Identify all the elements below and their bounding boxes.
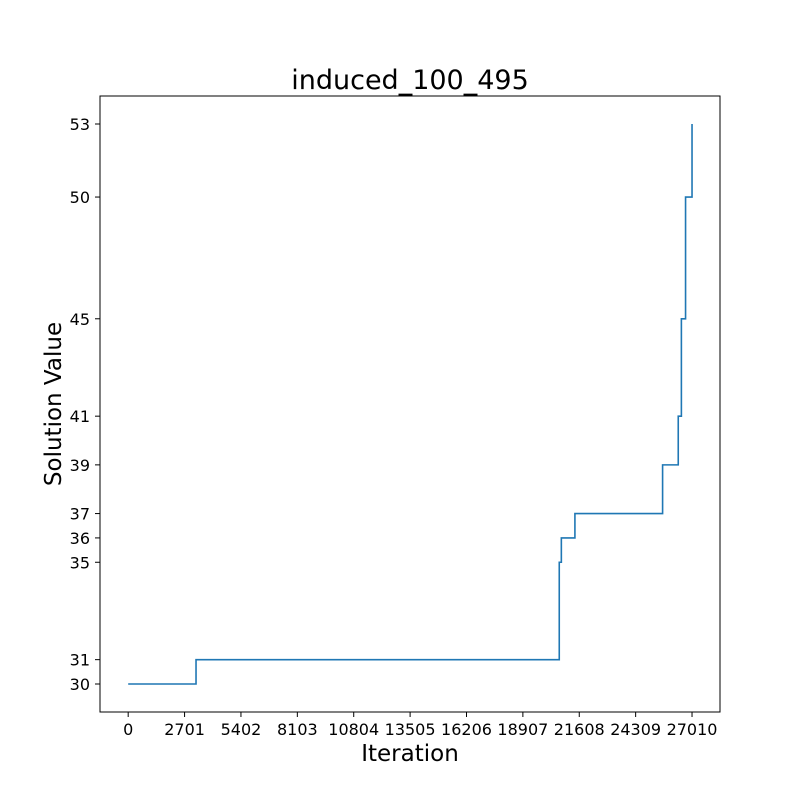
plot-layer: 0 2701 5402 8103 10804 13505 16206 18907 21608 24… — [70, 95, 721, 739]
y-tick-label: 31 — [70, 651, 90, 670]
y-tick-label: 39 — [70, 456, 90, 475]
x-tick-label: 10804 — [328, 720, 379, 739]
x-tick-label: 8103 — [277, 720, 318, 739]
x-axis-label: Iteration — [361, 741, 459, 767]
y-tick-label: 53 — [70, 115, 90, 134]
solution-step-line — [128, 124, 693, 685]
x-tick-label: 16206 — [441, 720, 492, 739]
y-tick-label: 36 — [70, 529, 90, 548]
y-axis-label: Solution Value — [41, 322, 67, 486]
chart-title: induced_100_495 — [291, 65, 529, 96]
y-tick-label: 41 — [70, 407, 90, 426]
x-tick-label: 21608 — [554, 720, 605, 739]
x-tick-label: 2701 — [164, 720, 205, 739]
y-tick-label: 45 — [70, 310, 90, 329]
y-tick-label: 37 — [70, 505, 90, 524]
x-tick-label: 13505 — [385, 720, 436, 739]
x-tick-label: 0 — [123, 720, 133, 739]
x-tick-label: 18907 — [497, 720, 548, 739]
y-tick-label: 50 — [70, 188, 90, 207]
x-tick-label: 24309 — [610, 720, 661, 739]
x-tick-label: 5402 — [221, 720, 262, 739]
x-tick-label: 27010 — [667, 720, 718, 739]
y-tick-label: 35 — [70, 553, 90, 572]
y-tick-label: 30 — [70, 675, 90, 694]
